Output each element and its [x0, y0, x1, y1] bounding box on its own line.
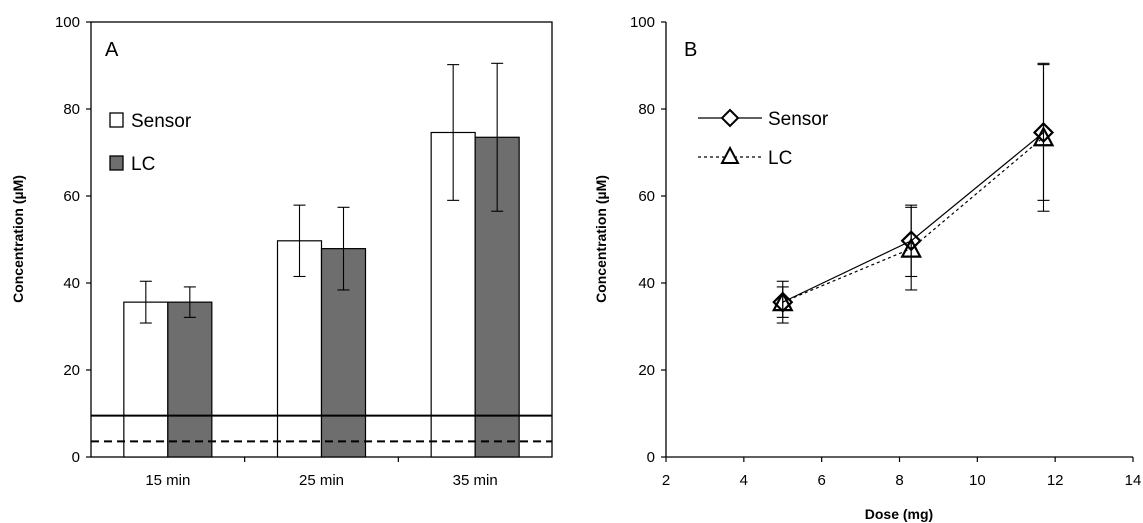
- b-y-tick-label: 60: [638, 188, 655, 205]
- error-bar-lc-25-min: [337, 206, 350, 291]
- a-y-tick-label: 100: [55, 14, 80, 31]
- panel-b-y-ticks: 0 20 40 60 80 100: [630, 14, 666, 466]
- panel-b-series: [771, 62, 1055, 324]
- b-y-tick-label: 0: [647, 449, 655, 466]
- legend-swatch-lc: [109, 155, 124, 171]
- error-bar-lc-35-min: [491, 62, 504, 212]
- b-x-tick-label: 14: [1125, 472, 1142, 489]
- series-lc: [771, 62, 1055, 318]
- panel-b-x-ticks: 2 4 6 8 10 12 14: [662, 457, 1142, 489]
- panel-a-legend: Sensor LC: [109, 111, 192, 175]
- a-y-tick-label: 60: [63, 188, 80, 205]
- panel-a-label: A: [105, 39, 119, 61]
- a-y-tick-label: 80: [63, 101, 80, 118]
- marker-lc-point: [900, 237, 923, 258]
- legend-marker-lc: [720, 145, 740, 164]
- panel-b-x-axis-title: Dose (mg): [865, 506, 933, 522]
- panel-a-reference-lines: [91, 414, 552, 443]
- error-bar-lc: [1037, 62, 1050, 212]
- panel-b-label: B: [684, 39, 697, 61]
- panel-a-y-ticks: 0 20 40 60 80 100: [55, 14, 91, 466]
- bar-sensor-25-min: [276, 240, 323, 458]
- b-x-tick-label: 12: [1047, 472, 1064, 489]
- legend-label-sensor: Sensor: [131, 111, 192, 132]
- marker-lc-point: [1032, 125, 1055, 147]
- b-y-tick-label: 80: [638, 101, 655, 118]
- panel-b: 0 20 40 60 80 100 2 4 6 8 10 12 14 B Concentration …: [593, 14, 1141, 522]
- b-x-tick-label: 8: [895, 472, 903, 489]
- panel-a-x-ticks: 15 min 25 min 35 min: [145, 457, 498, 489]
- a-x-tick-label: 15 min: [145, 472, 190, 489]
- error-bar-sensor-35-min: [447, 64, 460, 201]
- b-x-tick-label: 2: [662, 472, 670, 489]
- bar-lc-15-min: [167, 301, 213, 458]
- marker-lc-point: [771, 290, 794, 312]
- legend-swatch-sensor: [109, 112, 124, 128]
- error-bar-sensor-15-min: [139, 280, 152, 324]
- a-x-tick-label: 25 min: [299, 472, 344, 489]
- legend-label-lc-b: LC: [768, 148, 792, 169]
- a-y-tick-label: 20: [63, 362, 80, 379]
- b-x-tick-label: 6: [817, 472, 825, 489]
- error-bar-sensor-25-min: [293, 204, 306, 278]
- error-bar-lc-15-min: [183, 286, 196, 318]
- b-y-tick-label: 20: [638, 362, 655, 379]
- panel-a: 0 20 40 60 80 100 15 min 25 min 35 min A Concen…: [10, 14, 553, 489]
- b-x-tick-label: 4: [740, 472, 748, 489]
- b-x-tick-label: 10: [969, 472, 986, 489]
- error-bar-lc: [905, 206, 918, 291]
- legend-marker-sensor: [720, 108, 740, 128]
- a-y-tick-label: 40: [63, 275, 80, 292]
- panel-b-y-axis-title: Concentration (µM): [593, 175, 609, 303]
- line-lc: [782, 136, 1044, 303]
- b-y-tick-label: 40: [638, 275, 655, 292]
- panel-a-y-axis-title: Concentration (µM): [10, 175, 26, 303]
- legend-label-sensor-b: Sensor: [768, 109, 829, 130]
- a-y-tick-label: 0: [72, 449, 80, 466]
- a-x-tick-label: 35 min: [453, 472, 498, 489]
- legend-label-lc: LC: [131, 154, 155, 175]
- b-y-tick-label: 100: [630, 14, 655, 31]
- panel-b-legend: Sensor LC: [698, 108, 829, 169]
- bar-sensor-15-min: [123, 301, 169, 458]
- series-sensor: [772, 64, 1055, 324]
- panel-a-bars: [123, 62, 520, 458]
